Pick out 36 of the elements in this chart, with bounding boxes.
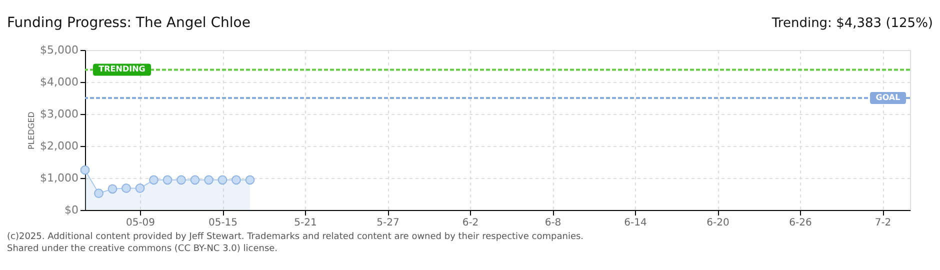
ref-line-label: TRENDING: [98, 64, 146, 74]
y-axis-title: PLEDGED: [27, 112, 36, 150]
y-tick-label: $2,000: [40, 140, 78, 152]
text: Shared under the creative commons (CC BY-NC 3.0) license.: [7, 244, 278, 254]
y-tick-label: $1,000: [40, 172, 78, 184]
x-tick-label: 6-8: [544, 218, 562, 228]
point: [218, 175, 228, 185]
x-tick-label: 7-2: [874, 218, 892, 228]
text: Trending: $4,383 (125%): [770, 16, 933, 31]
point: [80, 165, 90, 175]
x-tick-label: 6-2: [462, 218, 479, 228]
ref-line-label: GOAL: [876, 93, 900, 102]
y-tick-label: $0: [64, 204, 78, 216]
text: (c)2025. Additional content provided by Jeff Stewart. Trademarks and related content are owned by their respective companies.: [7, 232, 584, 242]
point: [204, 175, 214, 185]
point: [122, 184, 131, 193]
point: [94, 188, 104, 198]
x-tick-label: 6-26: [789, 218, 812, 228]
x-tick-label: 6-14: [624, 218, 647, 228]
y-tick-label: $3,000: [40, 108, 78, 120]
point: [108, 184, 118, 194]
point: [176, 175, 186, 185]
x-tick-label: 05-09: [126, 218, 156, 228]
y-tick-label: $4,000: [40, 76, 78, 88]
point: [135, 184, 145, 193]
x-tick-label: 6-20: [706, 218, 730, 228]
point: [149, 175, 158, 185]
point: [162, 175, 172, 185]
x-tick-label: 05-15: [208, 218, 238, 228]
x-tick-label: 5-21: [294, 218, 317, 228]
point: [245, 175, 255, 185]
chart-title: Funding Progress: The Angel Chloe: [7, 15, 250, 31]
point: [232, 175, 241, 185]
x-tick-label: 5-27: [376, 218, 400, 228]
point: [190, 175, 200, 185]
y-tick-label: $5,000: [40, 44, 78, 56]
